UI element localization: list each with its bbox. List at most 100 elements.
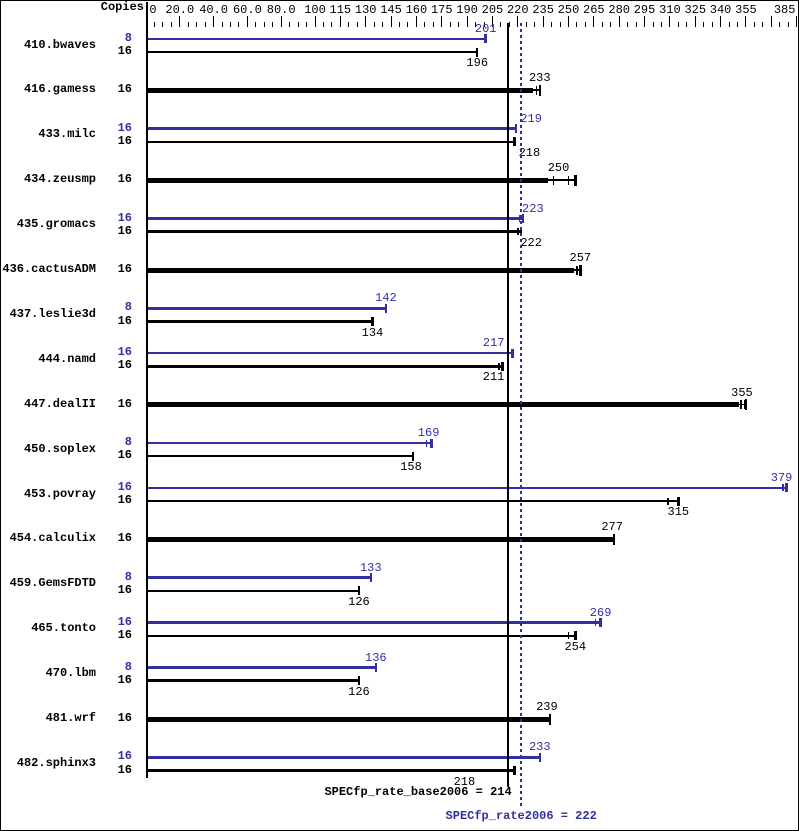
run-marker <box>782 484 784 492</box>
axis-minor-tick <box>627 22 629 27</box>
run-spread-line <box>548 179 576 181</box>
value-label: 218 <box>453 774 476 789</box>
axis-minor-tick <box>635 22 637 27</box>
value-label: 257 <box>569 251 592 265</box>
axis-minor-tick <box>762 22 764 27</box>
copies-label: 16 <box>117 672 132 687</box>
result-bar <box>147 576 371 579</box>
result-bar <box>147 50 478 54</box>
run-marker <box>552 175 555 185</box>
axis-major-tick <box>568 16 569 27</box>
result-bar <box>147 441 432 445</box>
axis-major-tick <box>745 16 747 27</box>
axis-major-tick <box>694 16 696 27</box>
axis-major-tick <box>415 16 417 27</box>
peak-metric-label: SPECfp_rate2006 = 222 <box>445 809 597 823</box>
base-mean-line <box>506 23 509 787</box>
axis-major-tick <box>720 16 722 27</box>
value-label: 254 <box>564 639 587 654</box>
bar-end-cap <box>513 137 516 147</box>
run-marker <box>576 265 578 275</box>
benchmark-name: 435.gromacs <box>16 217 96 232</box>
benchmark-name: 437.leslie3d <box>9 306 96 321</box>
axis-minor-tick <box>525 22 527 27</box>
axis-minor-tick <box>711 22 713 27</box>
result-bar <box>147 351 513 355</box>
bar-end-cap <box>513 766 516 775</box>
axis-major-tick <box>441 16 443 27</box>
copies-label: 16 <box>117 711 132 725</box>
copies-label: 16 <box>117 82 132 97</box>
bar-end-cap <box>411 451 415 461</box>
result-bar <box>147 486 787 490</box>
axis-tick-label: 265 <box>583 3 605 17</box>
value-label: 134 <box>361 325 384 340</box>
axis-tick-label: 190 <box>456 3 478 17</box>
axis-minor-tick <box>162 22 164 27</box>
benchmark-name: 436.cactusADM <box>2 262 96 276</box>
copies-label: 16 <box>117 120 132 135</box>
axis-minor-tick <box>779 22 781 27</box>
axis-minor-tick <box>559 22 561 27</box>
value-label: 223 <box>522 201 544 216</box>
axis-minor-tick <box>331 22 333 27</box>
axis-minor-tick <box>407 22 409 27</box>
axis-tick-label: 60.0 <box>232 3 262 17</box>
copies-label: 16 <box>117 762 132 777</box>
axis-minor-tick <box>508 22 510 27</box>
result-bar <box>147 634 576 638</box>
axis-tick-label: 20.0 <box>165 3 195 17</box>
axis-minor-tick <box>737 22 738 27</box>
benchmark-name: 450.soplex <box>23 441 96 456</box>
copies-label: 16 <box>117 531 132 546</box>
bar-end-cap <box>501 361 504 371</box>
axis-minor-tick <box>306 22 308 27</box>
axis-minor-tick <box>432 22 434 27</box>
axis-minor-tick <box>753 22 755 27</box>
value-label: 239 <box>536 700 558 714</box>
result-bar <box>147 320 373 323</box>
axis-major-tick <box>491 16 493 27</box>
axis-tick-label: 295 <box>633 3 656 17</box>
bar-end-cap <box>574 631 577 641</box>
axis-minor-tick <box>584 22 586 27</box>
bar-end-cap <box>612 533 616 545</box>
axis-major-tick <box>365 16 367 27</box>
axis-tick-label: 355 <box>735 3 757 17</box>
axis-tick-label: 130 <box>354 3 377 17</box>
result-bar <box>147 454 414 458</box>
axis-minor-tick <box>153 22 155 27</box>
axis-minor-tick <box>297 22 299 27</box>
result-bar <box>147 177 549 183</box>
bar-end-cap <box>484 34 487 44</box>
value-label: 355 <box>731 385 753 400</box>
copies-label: 16 <box>117 223 132 238</box>
value-label: 217 <box>482 336 505 351</box>
bar-end-cap <box>357 586 361 596</box>
value-label: 315 <box>667 505 690 520</box>
axis-minor-tick <box>449 22 451 27</box>
value-label: 136 <box>365 650 387 665</box>
axis-minor-tick <box>601 22 603 27</box>
bar-end-cap <box>514 124 518 134</box>
bar-end-cap <box>430 438 433 448</box>
value-label: 196 <box>466 56 489 71</box>
axis-tick-label: 385 <box>773 3 796 17</box>
axis-tick-label: 280 <box>608 3 630 17</box>
axis-major-tick <box>644 16 646 27</box>
copies-label: 16 <box>117 614 132 629</box>
copies-label: 8 <box>124 30 132 45</box>
value-label: 218 <box>518 145 541 160</box>
bar-end-cap <box>475 47 479 57</box>
run-marker <box>667 497 669 505</box>
benchmark-name: 410.bwaves <box>23 37 96 52</box>
bar-end-cap <box>369 573 373 583</box>
bar-end-cap <box>785 483 788 493</box>
copies-label: 16 <box>117 44 132 59</box>
axis-major-tick <box>796 16 798 27</box>
copies-label: 16 <box>117 210 132 225</box>
axis-minor-tick <box>170 22 172 27</box>
result-bar <box>147 716 550 722</box>
axis-major-tick <box>280 16 282 27</box>
